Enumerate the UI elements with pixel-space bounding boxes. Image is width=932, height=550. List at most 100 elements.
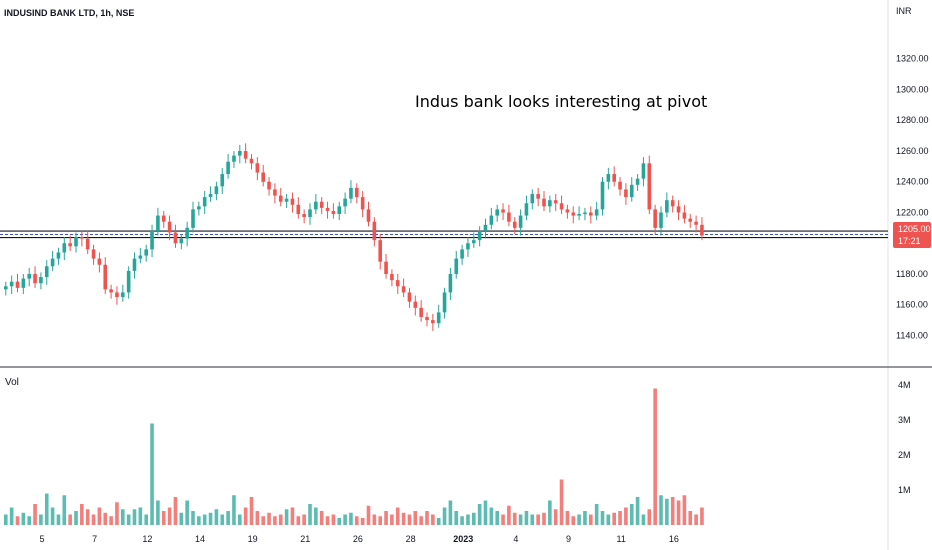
candle-body (197, 206, 201, 210)
candle (688, 214, 693, 228)
candle-body (109, 289, 113, 293)
candle (629, 177, 634, 202)
candle (121, 284, 125, 302)
candle (39, 272, 43, 290)
volume-bar (56, 514, 61, 525)
volume-bar (261, 516, 265, 525)
candle-body (501, 209, 505, 213)
candle (109, 284, 113, 299)
candle (208, 186, 213, 202)
candle-body (68, 243, 72, 247)
volume-label[interactable]: Vol (5, 377, 19, 388)
candle (314, 194, 318, 215)
candle (27, 267, 31, 287)
candle-body (255, 163, 260, 173)
last-price-tag: 1205.00 17:21 (893, 222, 931, 248)
pivot-level[interactable] (0, 230, 888, 239)
volume-bar (594, 504, 599, 525)
volume-bar (571, 516, 576, 525)
volume-bar (314, 507, 318, 525)
candle (472, 232, 476, 248)
volume-bar (302, 514, 306, 525)
volume-bar (249, 497, 254, 525)
annotation-text[interactable]: Indus bank looks interesting at pivot (415, 92, 707, 111)
candle (319, 197, 324, 215)
candle (466, 237, 470, 258)
volume-bar (524, 511, 529, 525)
candle-body (27, 273, 31, 279)
candle (512, 217, 517, 235)
candle-body (191, 209, 195, 228)
candle (337, 201, 342, 221)
candle-body (360, 197, 365, 210)
price-tick-label: 1300.00 (896, 84, 929, 94)
volume-bar (390, 514, 394, 525)
candle-body (144, 249, 148, 256)
candle (606, 167, 611, 190)
candle-body (530, 194, 535, 204)
candle-body (390, 273, 394, 281)
volume-tick-label: 4M (898, 380, 911, 390)
candle-body (185, 227, 189, 239)
volume-bar (238, 514, 242, 525)
volume-bar (74, 511, 78, 525)
volume-bar (50, 507, 55, 525)
candle (343, 192, 347, 215)
last-price-tag-bg (893, 222, 931, 248)
date-tick-label: 2023 (453, 534, 473, 544)
candle (700, 217, 704, 241)
candle (542, 190, 546, 211)
candle (413, 295, 418, 316)
candle-body (74, 237, 78, 247)
candle-body (366, 209, 371, 222)
candle-body (466, 243, 470, 250)
candle (571, 206, 576, 224)
volume-bar (419, 516, 423, 525)
candle (360, 190, 365, 218)
date-tick-label: 9 (566, 534, 571, 544)
candle (442, 287, 447, 319)
candle-body (273, 189, 277, 196)
volume-bar (559, 479, 564, 525)
date-tick-label: 21 (300, 534, 310, 544)
volume-bar (185, 500, 189, 525)
candle (15, 273, 20, 293)
volume-bar (700, 507, 704, 525)
candle-body (659, 212, 663, 228)
volume-bar (126, 514, 131, 525)
date-tick-label: 26 (353, 534, 363, 544)
date-tick-label: 11 (617, 534, 626, 544)
candle-body (565, 209, 570, 213)
candle (559, 195, 564, 215)
candle-body (635, 178, 640, 185)
volume-bar (39, 514, 43, 525)
price-tick-label: 1140.00 (896, 330, 928, 340)
volume-bar (688, 511, 693, 525)
symbol-title[interactable]: INDUSIND BANK LTD, 1h, NSE (4, 8, 134, 18)
volume-bar (401, 512, 406, 525)
volume-bar (319, 511, 324, 525)
candle (161, 210, 166, 228)
candle (249, 154, 254, 170)
candle (378, 234, 382, 270)
candle (267, 177, 271, 196)
candle (518, 209, 523, 236)
candle (425, 312, 429, 327)
candle-body (337, 206, 342, 215)
candle-body (150, 230, 154, 250)
candle (659, 206, 663, 236)
candle-body (62, 243, 67, 253)
candle (395, 273, 400, 294)
candle-body (132, 258, 137, 271)
candle (536, 187, 540, 207)
volume-bar (27, 516, 31, 525)
candle (9, 275, 14, 294)
candle-body (407, 292, 412, 302)
candle (132, 252, 137, 279)
bar-countdown: 17:21 (898, 236, 921, 246)
volume-bar (548, 500, 552, 525)
candle-body (512, 221, 517, 228)
candle-body (243, 150, 248, 159)
candle (384, 253, 388, 279)
candle-body (559, 203, 564, 210)
